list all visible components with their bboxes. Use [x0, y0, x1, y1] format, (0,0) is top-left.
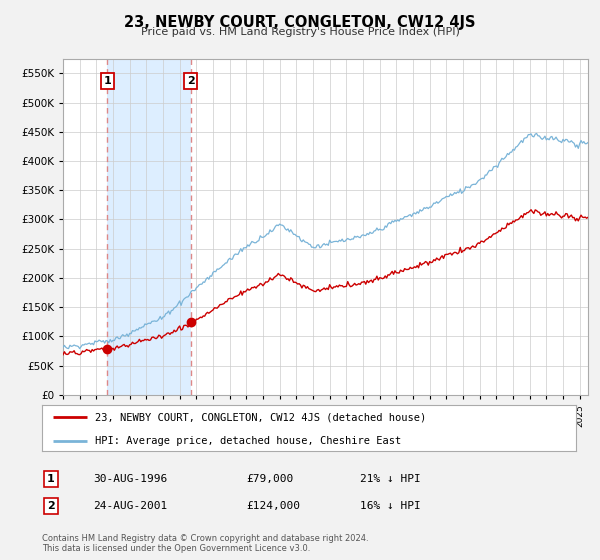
Text: Price paid vs. HM Land Registry's House Price Index (HPI): Price paid vs. HM Land Registry's House … [140, 27, 460, 37]
Text: 1: 1 [104, 76, 112, 86]
Text: 21% ↓ HPI: 21% ↓ HPI [360, 474, 421, 484]
Text: 30-AUG-1996: 30-AUG-1996 [93, 474, 167, 484]
Text: 2: 2 [47, 501, 55, 511]
Text: £79,000: £79,000 [246, 474, 293, 484]
Text: Contains HM Land Registry data © Crown copyright and database right 2024.
This d: Contains HM Land Registry data © Crown c… [42, 534, 368, 553]
Text: 1: 1 [47, 474, 55, 484]
Text: 24-AUG-2001: 24-AUG-2001 [93, 501, 167, 511]
Text: 23, NEWBY COURT, CONGLETON, CW12 4JS (detached house): 23, NEWBY COURT, CONGLETON, CW12 4JS (de… [95, 412, 427, 422]
Text: 23, NEWBY COURT, CONGLETON, CW12 4JS: 23, NEWBY COURT, CONGLETON, CW12 4JS [124, 15, 476, 30]
Bar [107, 59, 191, 395]
Text: 2: 2 [187, 76, 194, 86]
Text: 16% ↓ HPI: 16% ↓ HPI [360, 501, 421, 511]
Text: £124,000: £124,000 [246, 501, 300, 511]
Text: HPI: Average price, detached house, Cheshire East: HPI: Average price, detached house, Ches… [95, 436, 401, 446]
